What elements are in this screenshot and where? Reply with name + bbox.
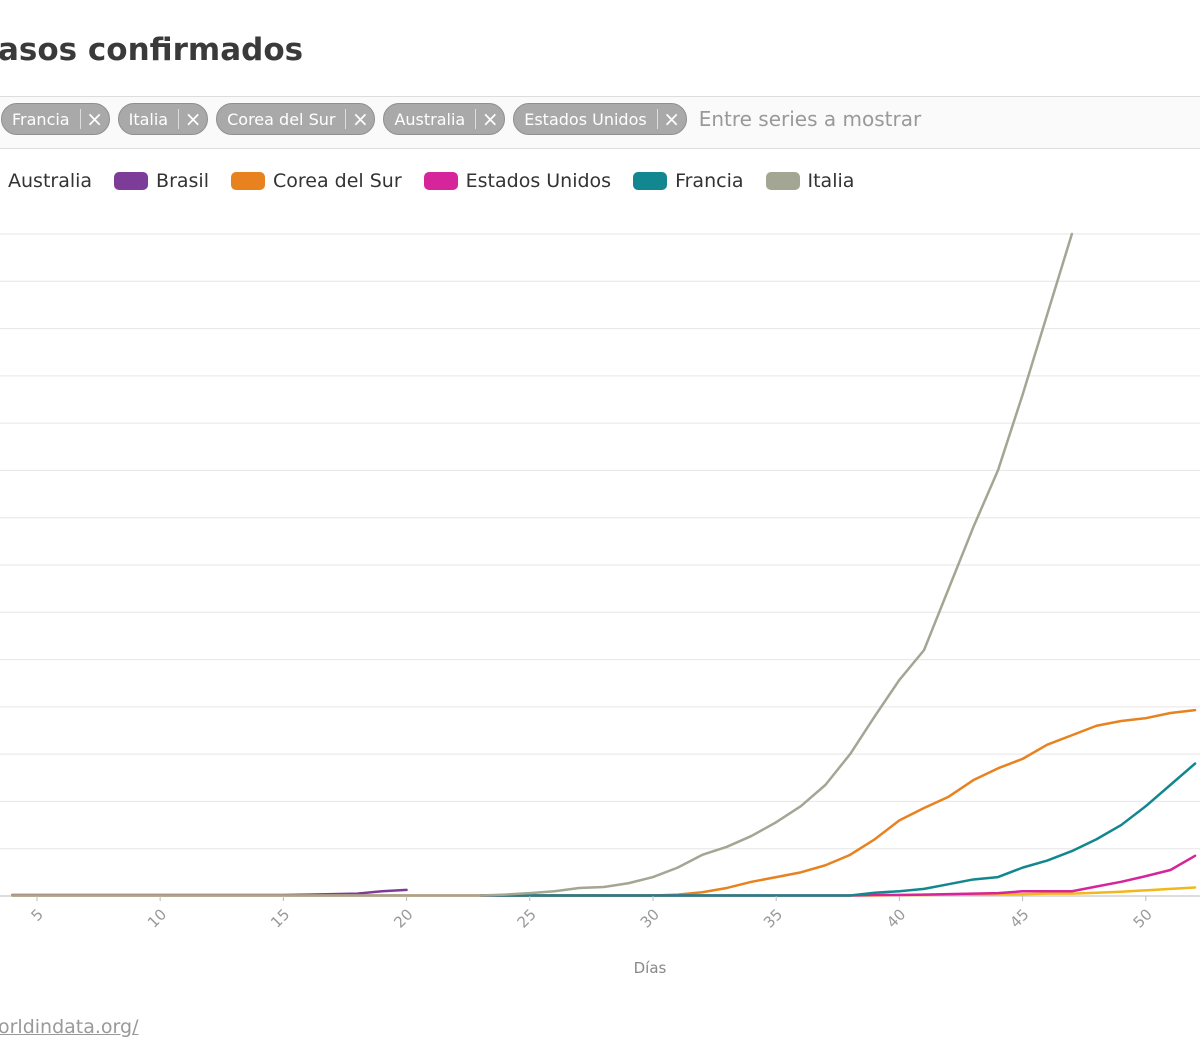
legend-label: Italia xyxy=(807,170,855,192)
chip-remove[interactable]: × xyxy=(86,107,103,131)
chart-title: asos confirmados xyxy=(0,32,304,68)
legend: Australia Brasil Corea del Sur Estados Unid… xyxy=(0,170,854,192)
chip-remove[interactable]: × xyxy=(663,107,681,131)
chip-separator xyxy=(475,109,477,129)
legend-item[interactable]: Francia xyxy=(633,170,744,192)
legend-label: Australia xyxy=(8,170,93,192)
legend-swatch xyxy=(633,172,668,190)
legend-item[interactable]: Brasil xyxy=(114,170,209,192)
series-line xyxy=(11,888,408,897)
x-tick-label: 30 xyxy=(637,905,663,931)
x-axis: 5 10 15 20 25 30 35 40 45 50 xyxy=(27,896,1156,932)
filter-chip[interactable]: Estados Unidos × xyxy=(513,103,687,135)
chip-label: Italia xyxy=(128,109,169,129)
filter-chip[interactable]: Francia × xyxy=(1,103,110,135)
filter-placeholder[interactable]: Entre series a mostrar xyxy=(698,107,922,131)
chip-remove[interactable]: × xyxy=(481,107,499,131)
legend-label: Corea del Sur xyxy=(273,170,402,192)
chip-label: Francia xyxy=(12,109,70,129)
x-tick-label: 25 xyxy=(514,905,540,931)
x-tick-label: 45 xyxy=(1006,905,1032,931)
source-link[interactable]: orldindata.org/ xyxy=(0,1016,139,1038)
x-tick-label: 35 xyxy=(760,905,786,931)
legend-swatch xyxy=(231,172,265,190)
filter-chip[interactable]: Corea del Sur × xyxy=(216,103,376,135)
chip-separator xyxy=(345,109,347,129)
x-tick-label: 15 xyxy=(267,905,293,931)
x-tick-label: 10 xyxy=(144,905,170,931)
chip-remove[interactable]: × xyxy=(184,107,202,131)
legend-label: Francia xyxy=(675,170,744,192)
series-line xyxy=(11,232,1074,897)
grid xyxy=(0,233,1200,897)
plot-area xyxy=(11,232,1197,897)
series-line xyxy=(479,854,1197,897)
chip-label: Australia xyxy=(394,109,466,129)
chip-remove[interactable]: × xyxy=(352,107,369,131)
chip-separator xyxy=(178,109,180,129)
x-axis-title: Días xyxy=(634,959,667,977)
filter-chip[interactable]: Italia × xyxy=(117,103,209,135)
legend-item[interactable]: Corea del Sur xyxy=(231,170,402,192)
chip-label: Corea del Sur xyxy=(227,109,336,129)
legend-item[interactable]: Estados Unidos xyxy=(423,170,612,192)
legend-swatch xyxy=(765,172,800,190)
x-tick-label: 40 xyxy=(883,905,909,931)
legend-item[interactable]: Italia xyxy=(765,170,855,192)
legend-label: Estados Unidos xyxy=(465,170,612,192)
series-line xyxy=(479,762,1197,897)
chip-separator xyxy=(79,109,81,129)
filter-chips: × Francia×Italia×Corea del Sur×Australia… xyxy=(0,103,921,135)
x-tick-label: 50 xyxy=(1130,905,1156,931)
chip-separator xyxy=(656,109,658,129)
legend-label: Brasil xyxy=(156,170,209,192)
filter-chip[interactable]: Australia × xyxy=(383,103,506,135)
x-tick-label: 20 xyxy=(390,905,416,931)
x-tick-label: 5 xyxy=(27,905,46,924)
series-line xyxy=(11,708,1197,897)
legend-swatch xyxy=(114,172,149,190)
legend-item[interactable]: Australia xyxy=(0,170,92,192)
legend-swatch xyxy=(423,172,458,190)
chip-label: Estados Unidos xyxy=(524,109,647,129)
